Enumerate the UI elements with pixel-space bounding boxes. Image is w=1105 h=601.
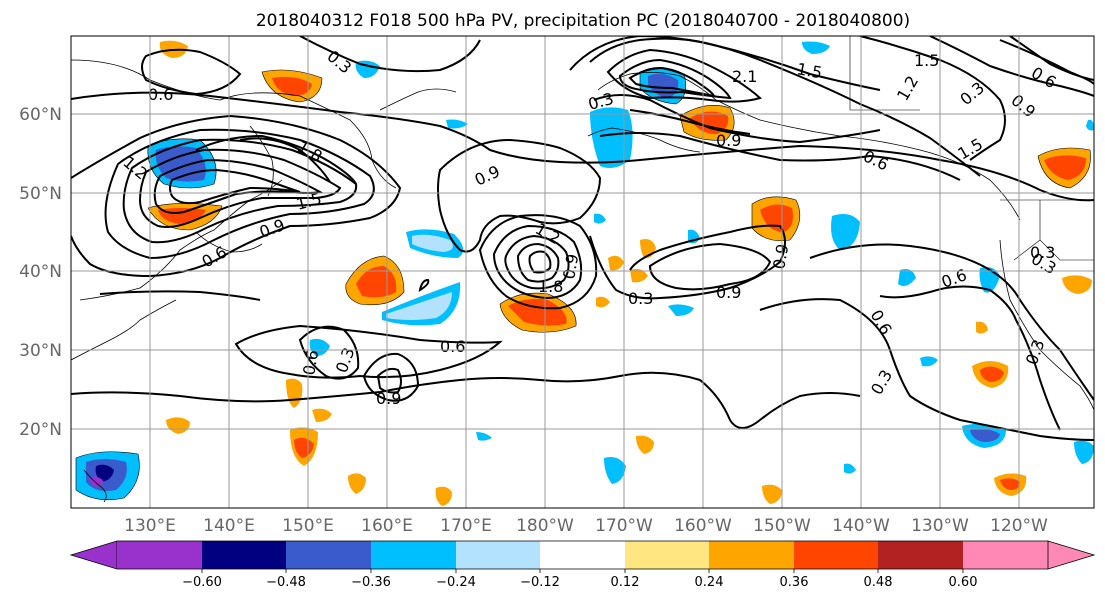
- colorbar-tick-label: −0.60: [182, 575, 222, 590]
- colorbar-tick-label: 0.60: [949, 575, 978, 590]
- lon-label-170w: 170°W: [595, 516, 653, 536]
- colorbar-segment: [963, 541, 1048, 569]
- lat-label-20n: 20°N: [19, 420, 62, 440]
- lon-label-140e: 140°E: [203, 516, 255, 536]
- positive-anomaly-areas: [148, 40, 1092, 506]
- colorbar-tick-label: 0.48: [864, 575, 893, 590]
- colorbar-tick-label: −0.48: [266, 575, 306, 590]
- contour-label: 0.3: [1030, 243, 1055, 262]
- contour-label: 0.3: [628, 289, 653, 308]
- colorbar-segment: [540, 541, 625, 569]
- colorbar-tick-label: 0.12: [611, 575, 640, 590]
- negative-anomaly-areas: [76, 41, 1094, 500]
- contour-label: 0.6: [299, 348, 322, 376]
- colorbar-segment: [202, 541, 286, 569]
- lon-label-160e: 160°E: [361, 516, 413, 536]
- lon-label-170e: 170°E: [440, 516, 492, 536]
- map-frame: [70, 35, 1095, 509]
- contour-label: 0.9: [716, 131, 741, 150]
- contour-label: 1.8: [538, 277, 563, 296]
- figure-title: 2018040312 F018 500 hPa PV, precipitatio…: [256, 11, 910, 31]
- lon-label-130e: 130°E: [124, 516, 176, 536]
- colorbar-tick-label: −0.12: [520, 575, 560, 590]
- contour-label: 0.9: [769, 242, 792, 270]
- contour-label: 0.6: [440, 337, 465, 356]
- contour-label: 0.9: [559, 252, 582, 280]
- colorbar-segment: [794, 541, 878, 569]
- colorbar-tick-label: −0.36: [351, 575, 391, 590]
- colorbar-segment: [117, 541, 202, 569]
- contour-label: 1.5: [795, 59, 823, 82]
- lat-label-60n: 60°N: [19, 105, 62, 125]
- precip-shading: [75, 40, 1094, 506]
- pv-contours: [71, 36, 1094, 441]
- colorbar-tick-label: −0.24: [436, 575, 476, 590]
- contour-label: 0.9: [376, 389, 401, 408]
- colorbar-segment: [371, 541, 456, 569]
- colorbar-tick-label: 0.24: [695, 575, 724, 590]
- colorbar-segment: [878, 541, 963, 569]
- lon-label-130w: 130°W: [911, 516, 969, 536]
- colorbar-segment: [709, 541, 794, 569]
- colorbar-tick-label: 0.36: [780, 575, 809, 590]
- lon-label-160w: 160°W: [674, 516, 732, 536]
- contour-label: 0.9: [716, 283, 741, 302]
- lat-label-40n: 40°N: [19, 262, 62, 282]
- colorbar-extend-low: [69, 540, 118, 570]
- lon-label-120w: 120°W: [990, 516, 1048, 536]
- lon-label-180w: 180°W: [516, 516, 574, 536]
- lon-label-140w: 140°W: [832, 516, 890, 536]
- longitude-labels: 130°E 140°E 150°E 160°E 170°E 180°W 170°…: [124, 516, 1048, 536]
- colorbar-segment: [286, 541, 371, 569]
- colorbar: −0.60 −0.48 −0.36 −0.24 −0.12 0.12 0.24 …: [69, 540, 1096, 590]
- lat-label-30n: 30°N: [19, 341, 62, 361]
- graticule: [71, 36, 1094, 508]
- colorbar-extend-high: [1047, 540, 1096, 570]
- lon-label-150e: 150°E: [282, 516, 334, 536]
- colorbar-segment: [625, 541, 709, 569]
- latitude-labels: 60°N 50°N 40°N 30°N 20°N: [19, 105, 62, 440]
- map-panel: 0.6 0.3 1.2 1.8 1.5 0.9 0.9 0.6 0.3 2.1 …: [19, 35, 1095, 536]
- lon-label-150w: 150°W: [753, 516, 811, 536]
- colorbar-segment: [456, 541, 540, 569]
- lat-label-50n: 50°N: [19, 184, 62, 204]
- contour-label: 1.5: [914, 51, 939, 70]
- contour-label: 0.6: [148, 85, 173, 104]
- contour-label: 2.1: [732, 67, 757, 86]
